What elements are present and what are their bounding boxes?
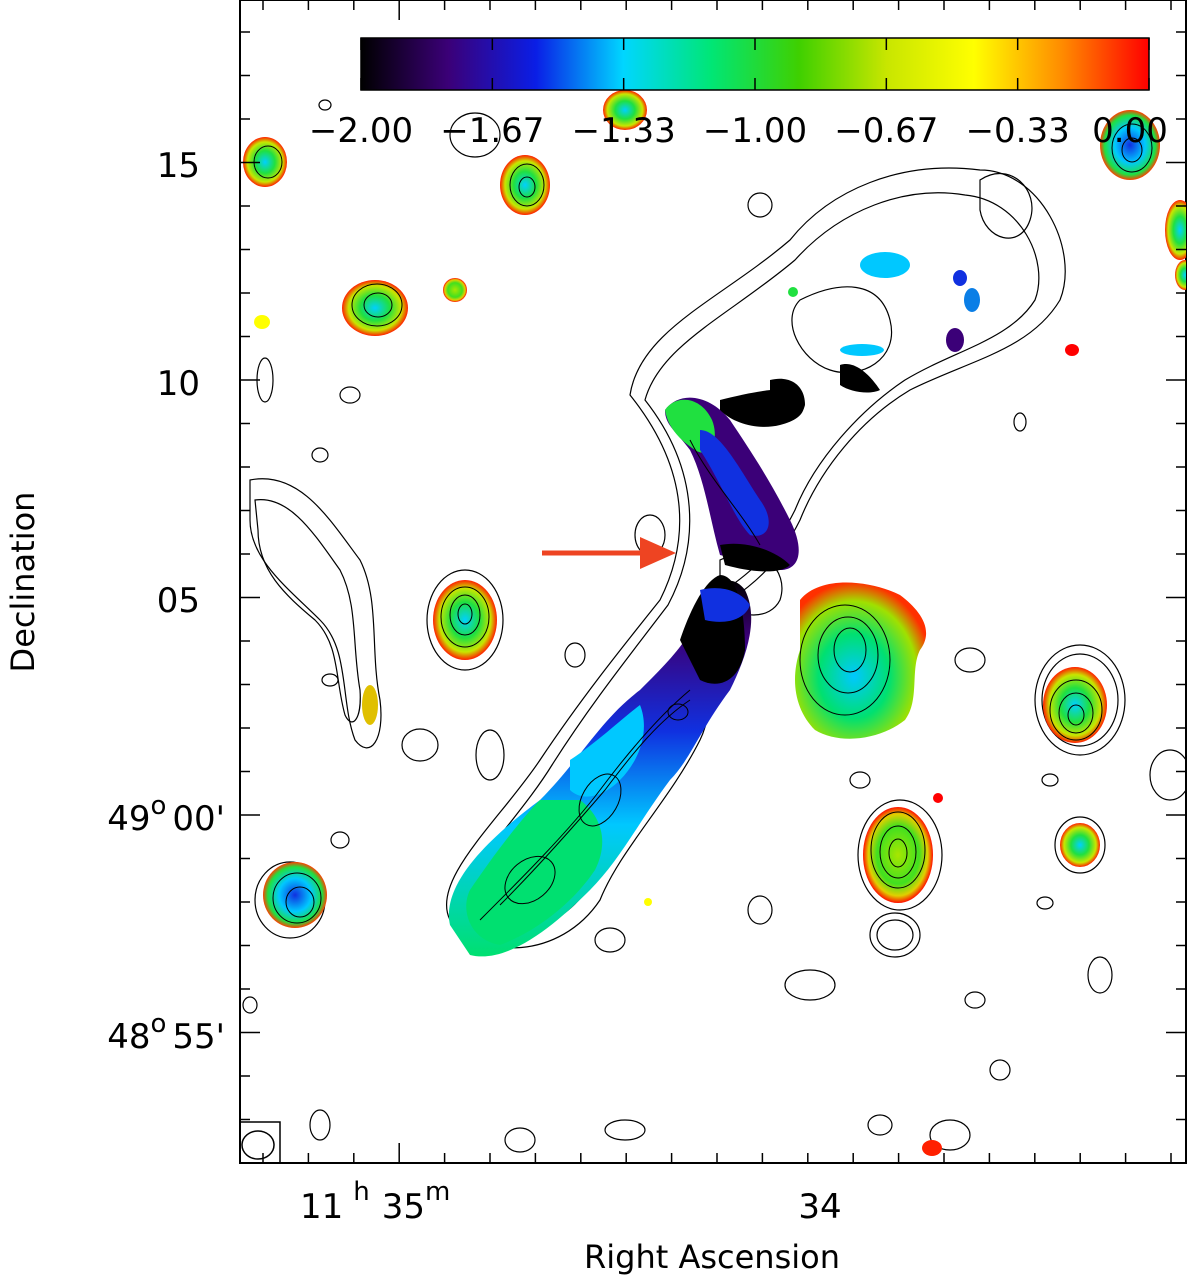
- arrow-annotation: [542, 537, 676, 569]
- map-content: [242, 90, 1186, 1156]
- beam-indicator: [239, 1121, 281, 1164]
- y-tick-label-15: 15: [157, 146, 200, 186]
- colorbar-ticks: −2.00 −1.67 −1.33 −1.00 −0.67 −0.33 0.00: [309, 38, 1168, 151]
- y-tick-label-05: 05: [157, 581, 200, 621]
- colorbar-tick-label: −1.00: [703, 111, 807, 151]
- x-tick-labels: 11 h 35m 34: [300, 1177, 842, 1227]
- colorbar-tick-label: −2.00: [309, 111, 413, 151]
- colorbar-tick-label: −1.67: [440, 111, 544, 151]
- y-axis-label: Declination: [4, 492, 42, 673]
- x-tick-label-34: 34: [798, 1187, 841, 1227]
- jet-emission: [448, 252, 980, 957]
- colorbar-tick-label: −0.67: [834, 111, 938, 151]
- y-tick-label-49-00: 49o 00': [107, 791, 225, 839]
- colorbar-tick-label: −1.33: [572, 111, 676, 151]
- y-tick-label-10: 10: [157, 364, 200, 404]
- x-tick-label-11h35m: 11 h 35m: [300, 1177, 450, 1227]
- axis-ticks: [240, 0, 1186, 1163]
- colorbar-tick-label: 0.00: [1092, 111, 1168, 151]
- colorbar: −2.00 −1.67 −1.33 −1.00 −0.67 −0.33 0.00: [309, 37, 1168, 151]
- colorbar-tick-label: −0.33: [966, 111, 1070, 151]
- x-axis-label: Right Ascension: [584, 1238, 840, 1276]
- y-tick-label-48-55: 48o 55': [107, 1009, 225, 1057]
